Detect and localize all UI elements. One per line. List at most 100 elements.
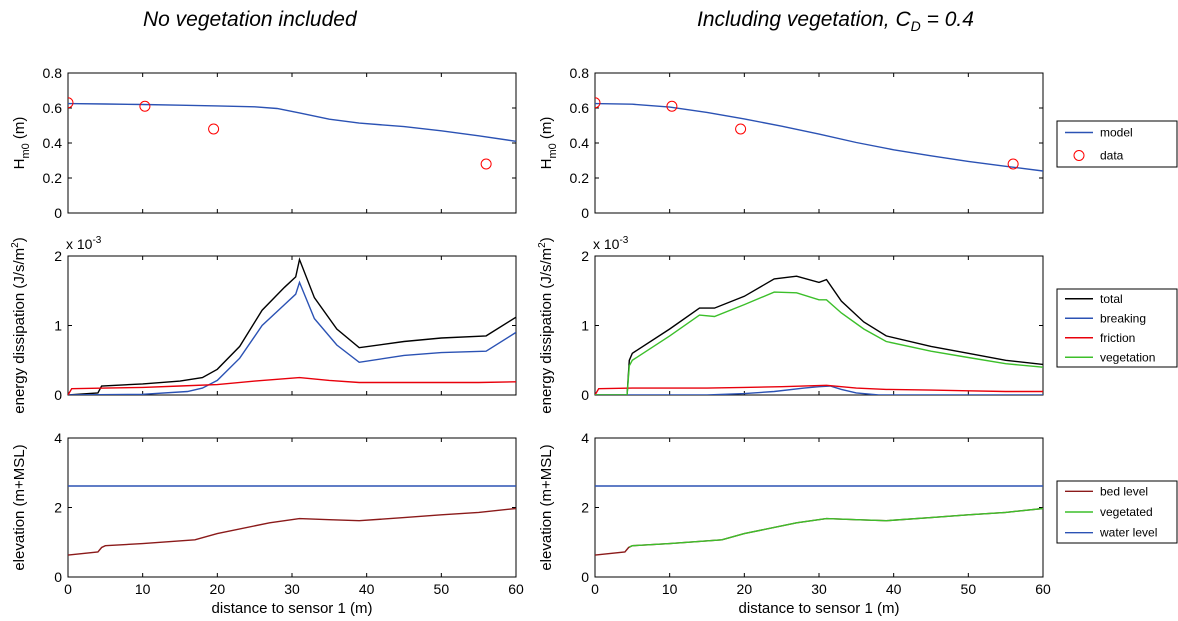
y-tick-label: 2 xyxy=(54,248,62,264)
y-tick-label: 0 xyxy=(581,205,589,221)
x-tick-label: 10 xyxy=(662,581,678,597)
y-tick-label: 1 xyxy=(54,318,62,334)
right-title-main: Including vegetation, C xyxy=(697,8,911,31)
axes-box xyxy=(594,72,1044,214)
x-tick-label: 20 xyxy=(737,581,753,597)
axis-multiplier: x 10-3 xyxy=(593,235,629,252)
x-tick-label: 60 xyxy=(1035,581,1051,597)
legend: total breaking friction vegetation xyxy=(1056,288,1178,368)
series-data-point xyxy=(208,123,220,135)
x-tick-label: 40 xyxy=(886,581,902,597)
axes-box xyxy=(67,437,517,578)
series-total-line xyxy=(68,257,516,395)
y-axis-label: Hm0 (m) xyxy=(11,117,32,170)
axis-multiplier: x 10-3 xyxy=(66,235,102,252)
legend-label-vegetated: vegetated xyxy=(1100,505,1153,519)
y-axis-label: elevation (m+MSL) xyxy=(538,444,555,570)
axes-box xyxy=(594,437,1044,578)
legend-label-data: data xyxy=(1100,149,1124,163)
legend-box xyxy=(1056,120,1178,168)
series-data-point xyxy=(68,97,74,109)
x-tick-label: 0 xyxy=(64,581,72,597)
series-breaking-line xyxy=(595,385,1043,395)
x-tick-label: 0 xyxy=(591,581,599,597)
x-tick-label: 20 xyxy=(210,581,226,597)
y-tick-label: 1 xyxy=(581,318,589,334)
series-friction-line xyxy=(595,384,1043,395)
x-tick-label: 50 xyxy=(434,581,450,597)
legend-label-total: total xyxy=(1100,292,1123,306)
x-tick-label: 50 xyxy=(961,581,977,597)
y-tick-label: 0 xyxy=(54,387,62,403)
plot-area xyxy=(68,97,516,170)
chart-panel-2: 0 0.2 0.4 0.6 0.8 Hm0 (m) model data xyxy=(538,65,1178,221)
y-tick-label: 0.2 xyxy=(570,170,590,186)
legend-label-breaking: breaking xyxy=(1100,311,1146,325)
chart-panel-4: 0 1 2x 10-3 energy dissipation (J/s/m2) tota… xyxy=(537,235,1178,414)
series-total-line xyxy=(595,275,1043,395)
y-tick-label: 0 xyxy=(581,387,589,403)
y-tick-label: 0.4 xyxy=(43,135,63,151)
series-model-line xyxy=(68,102,516,142)
x-tick-label: 30 xyxy=(811,581,827,597)
legend-label-bed-level: bed level xyxy=(1100,484,1148,498)
legend-label-vegetation: vegetation xyxy=(1100,350,1155,364)
x-tick-label: 30 xyxy=(284,581,300,597)
plot-area xyxy=(68,485,516,556)
series-data-point xyxy=(666,100,678,112)
series-vegetated-line xyxy=(629,507,1043,548)
series-data-point xyxy=(139,100,151,112)
y-axis-label: Hm0 (m) xyxy=(538,117,559,170)
y-tick-label: 4 xyxy=(581,430,589,446)
chart-panel-6: 0 10 20 30 40 50 60 0 2 4 distance to sensor 1 (m)… xyxy=(538,430,1178,617)
x-tick-label: 60 xyxy=(508,581,524,597)
y-tick-label: 2 xyxy=(54,500,62,516)
y-tick-label: 2 xyxy=(581,500,589,516)
series-friction-line xyxy=(68,376,516,395)
chart-panel-1: 0 0.2 0.4 0.6 0.8 Hm0 (m) xyxy=(11,65,517,221)
x-tick-label: 40 xyxy=(359,581,375,597)
x-axis-label: distance to sensor 1 (m) xyxy=(212,600,373,617)
y-tick-label: 0.4 xyxy=(570,135,590,151)
y-tick-label: 2 xyxy=(581,248,589,264)
series-model-line xyxy=(595,102,1043,172)
series-data-point xyxy=(1007,158,1019,170)
y-tick-label: 0.2 xyxy=(43,170,63,186)
legend-label-model: model xyxy=(1100,126,1133,140)
plot-area xyxy=(595,97,1043,172)
legend-box xyxy=(1056,288,1178,368)
plot-area xyxy=(68,257,516,395)
y-axis-label: energy dissipation (J/s/m2) xyxy=(10,237,28,413)
plot-area xyxy=(595,275,1043,395)
right-title-subscript: D xyxy=(910,18,921,35)
legend: model data xyxy=(1056,120,1178,168)
y-axis-label: energy dissipation (J/s/m2) xyxy=(537,237,555,413)
series-data-point xyxy=(595,97,601,109)
axes-box xyxy=(67,255,517,396)
right-column-title: Including vegetation, CD = 0.4 xyxy=(697,8,974,34)
plot-area xyxy=(595,485,1043,556)
right-title-tail: = 0.4 xyxy=(920,8,974,31)
y-tick-label: 4 xyxy=(54,430,62,446)
y-tick-label: 0.8 xyxy=(43,65,63,81)
legend-label-friction: friction xyxy=(1100,331,1135,345)
left-column-title: No vegetation included xyxy=(143,8,357,31)
y-tick-label: 0 xyxy=(54,569,62,585)
legend: bed level vegetated water level xyxy=(1056,480,1178,544)
series-breaking-line xyxy=(68,280,516,395)
series-data-point xyxy=(480,158,492,170)
x-axis-label: distance to sensor 1 (m) xyxy=(739,600,900,617)
y-tick-label: 0 xyxy=(581,569,589,585)
y-tick-label: 0 xyxy=(54,205,62,221)
y-tick-label: 0.8 xyxy=(570,65,590,81)
series-bed-level-line xyxy=(68,507,516,556)
legend-label-water-level: water level xyxy=(1099,526,1157,540)
series-data-point xyxy=(735,123,747,135)
y-axis-label: elevation (m+MSL) xyxy=(11,444,28,570)
series-vegetation-line xyxy=(595,291,1043,395)
y-tick-label: 0.6 xyxy=(43,100,63,116)
chart-panel-5: 0 10 20 30 40 50 60 0 2 4 distance to sensor 1 (m)… xyxy=(11,430,524,617)
legend-swatch-data xyxy=(1073,150,1085,161)
chart-panel-3: 0 1 2x 10-3 energy dissipation (J/s/m2) xyxy=(10,235,517,414)
